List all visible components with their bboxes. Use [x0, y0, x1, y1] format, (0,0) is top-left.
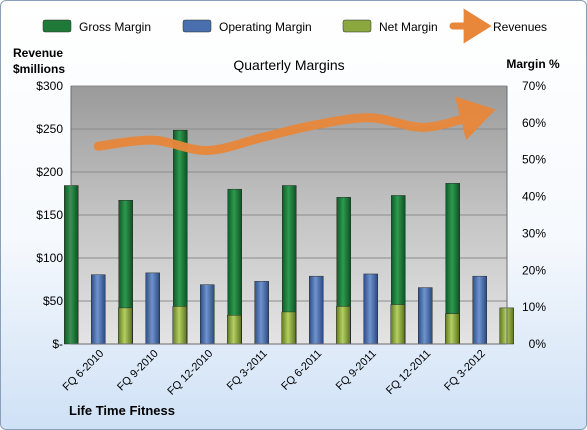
- operating-margin-bar: [200, 284, 215, 345]
- net-margin-bar: [336, 306, 351, 345]
- net-margin-legend-label: Net Margin: [379, 20, 438, 34]
- net-margin-bar: [281, 311, 296, 345]
- x-tick-label: FQ 6-2011: [279, 348, 324, 393]
- right-tick-label: 10%: [522, 300, 546, 314]
- x-tick-label: FQ 6-2010: [61, 348, 107, 394]
- operating-margin-bar: [363, 273, 378, 345]
- left-tick-label: $300: [36, 79, 63, 93]
- operating-margin-bar: [309, 275, 324, 345]
- left-tick-label: $50: [43, 294, 63, 308]
- x-tick-label: FQ 12-2010: [165, 348, 215, 398]
- left-tick-label: $150: [36, 208, 63, 222]
- operating-margin-bar: [472, 275, 487, 345]
- operating-margin-legend-swatch: [182, 19, 212, 33]
- net-margin-legend-swatch: [342, 19, 372, 33]
- net-margin-bar: [172, 306, 187, 345]
- revenues-legend-label: Revenues: [493, 20, 547, 34]
- operating-margin-bar: [145, 272, 160, 345]
- operating-margin-bar: [254, 281, 269, 345]
- left-tick-label: $100: [36, 251, 63, 265]
- right-tick-label: 0%: [529, 337, 547, 351]
- x-tick-label: FQ 9-2010: [115, 348, 161, 394]
- left-tick-label: $-: [52, 337, 63, 351]
- operating-margin-bar: [418, 287, 433, 345]
- gross-margin-legend-swatch: [42, 19, 72, 33]
- net-margin-bar: [227, 315, 242, 345]
- x-tick-label: FQ 9-2011: [334, 348, 379, 393]
- right-tick-label: 70%: [522, 79, 546, 93]
- right-tick-label: 40%: [522, 190, 546, 204]
- right-axis-label: Margin %: [506, 57, 560, 71]
- x-tick-label: FQ 12-2011: [384, 348, 433, 397]
- right-tick-label: 50%: [522, 153, 546, 167]
- operating-margin-bar: [91, 274, 106, 345]
- right-tick-label: 60%: [522, 116, 546, 130]
- net-margin-bar: [390, 304, 405, 345]
- x-tick-label: FQ 3-2012: [442, 348, 488, 394]
- right-tick-label: 20%: [522, 263, 546, 277]
- revenues-line: [93, 96, 496, 156]
- left-tick-label: $200: [36, 165, 63, 179]
- chart-title: Quarterly Margins: [233, 57, 344, 73]
- chart-caption: Life Time Fitness: [69, 403, 175, 418]
- net-margin-bar: [445, 313, 460, 345]
- left-axis-label-line2: $millions: [13, 62, 65, 76]
- left-tick-label: $250: [36, 122, 63, 136]
- right-tick-label: 30%: [522, 226, 546, 240]
- gross-margin-legend-label: Gross Margin: [79, 20, 151, 34]
- x-tick-label: FQ 3-2011: [225, 348, 270, 393]
- net-margin-bar: [118, 307, 133, 345]
- operating-margin-legend-label: Operating Margin: [219, 20, 312, 34]
- left-axis-label-line1: Revenue: [13, 46, 63, 60]
